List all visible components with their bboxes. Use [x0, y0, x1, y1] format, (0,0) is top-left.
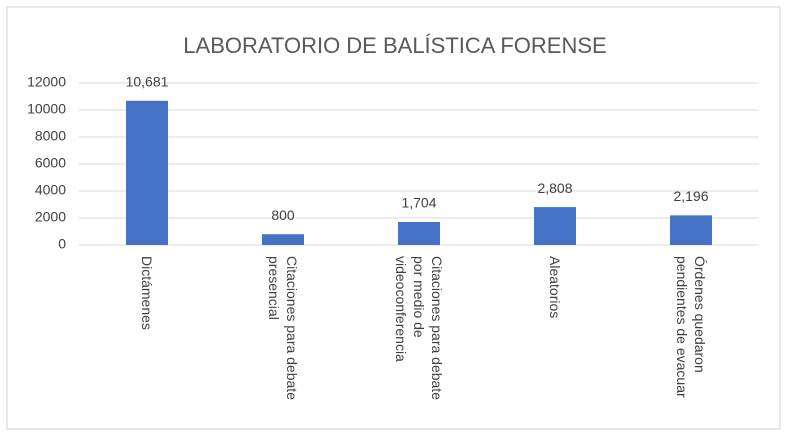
- x-tick-label: Dictámenes: [139, 256, 155, 330]
- bar: [262, 234, 304, 245]
- bar: [398, 221, 440, 245]
- y-tick-label: 4000: [35, 182, 66, 198]
- x-tick-label: Aleatorios: [547, 256, 563, 319]
- data-label: 800: [271, 207, 295, 223]
- bar: [126, 100, 168, 245]
- x-tick-label: Citaciones para debate presencial: [266, 256, 300, 400]
- x-tick-label: Órdenes quedaron pendientes de evacuar: [674, 256, 708, 398]
- y-tick-label: 0: [58, 236, 66, 252]
- data-label: 1,704: [401, 195, 436, 211]
- y-tick-label: 10000: [27, 101, 66, 117]
- chart-title: LABORATORIO DE BALÍSTICA FORENSE: [183, 33, 606, 58]
- y-tick-label: 8000: [35, 128, 66, 144]
- data-label: 10,681: [126, 74, 169, 90]
- data-label: 2,196: [673, 188, 708, 204]
- data-label: 2,808: [537, 180, 572, 196]
- x-tick-label: Citaciones para debate por medio de vide…: [393, 256, 445, 400]
- bar: [670, 215, 712, 245]
- y-tick-label: 6000: [35, 155, 66, 171]
- bar: [534, 207, 576, 245]
- y-tick-label: 2000: [35, 209, 66, 225]
- y-tick-label: 12000: [27, 74, 66, 90]
